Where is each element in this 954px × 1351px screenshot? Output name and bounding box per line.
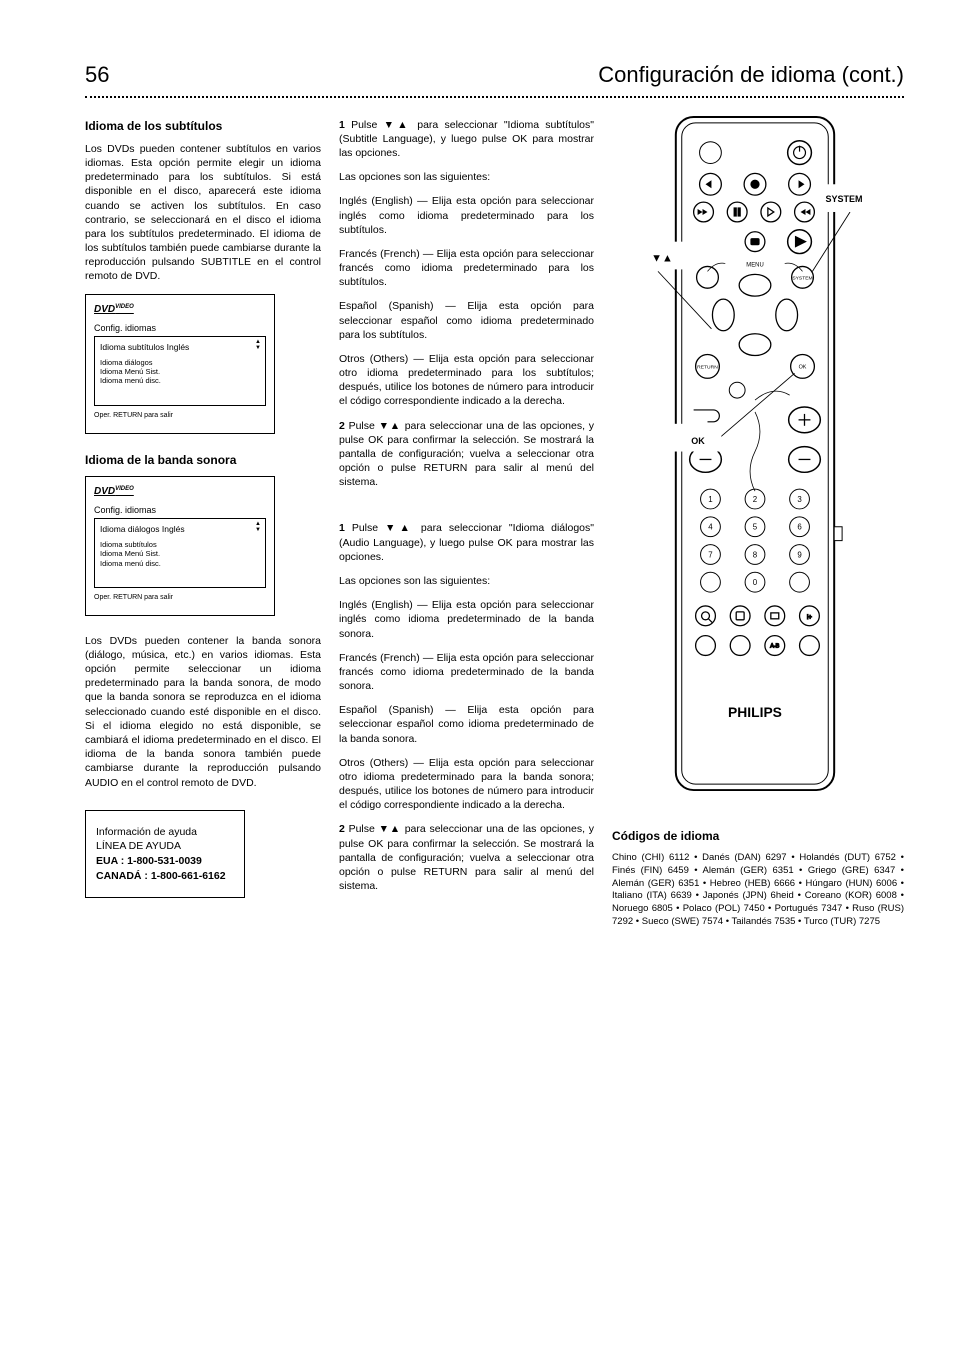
sub-step-1: 1 Pulse ▼▲ para seleccionar "Idioma subt… xyxy=(339,118,594,161)
aud-opts-intro: Las opciones son las siguientes: xyxy=(339,574,594,588)
mid-column: 1 Pulse ▼▲ para seleccionar "Idioma subt… xyxy=(339,118,594,939)
arrows-icon: ▼▲ xyxy=(384,119,411,131)
sub-opts-intro: Las opciones son las siguientes: xyxy=(339,170,594,184)
osd-selected-row-2: Idioma diálogos Inglés xyxy=(100,524,260,535)
svg-text:1: 1 xyxy=(708,495,713,504)
lang-codes-body: Chino (CHI) 6112 • Danés (DAN) 6297 • Ho… xyxy=(612,852,904,929)
osd-footer: Oper. RETURN para salir xyxy=(94,411,266,420)
osd-inner: ▲▼ Idioma subtítulos Inglés Idioma diálo… xyxy=(94,336,266,406)
svg-text:4: 4 xyxy=(708,522,713,531)
aud-opt-en: Inglés (English) — Elija esta opción par… xyxy=(339,598,594,641)
svg-text:6: 6 xyxy=(797,522,802,531)
left-column: Idioma de los subtítulos Los DVDs pueden… xyxy=(85,118,321,939)
osd-title: Config. idiomas xyxy=(94,322,266,334)
osd-dvd-logo: DVDVIDEO xyxy=(94,303,266,317)
help-canada: CANADÁ : 1-800-661-6162 xyxy=(96,869,234,884)
svg-text:8: 8 xyxy=(753,550,758,559)
svg-text:0: 0 xyxy=(753,578,758,587)
page-title: Configuración de idioma (cont.) xyxy=(598,60,904,90)
help-box: Información de ayuda LÍNEA DE AYUDA EUA … xyxy=(85,810,245,899)
remote-svg: MENU SYSTEM xyxy=(656,113,854,796)
lang-codes-heading: Códigos de idioma xyxy=(612,828,904,844)
svg-text:i+: i+ xyxy=(807,615,812,621)
svg-text:MENU: MENU xyxy=(746,262,763,268)
svg-text:3: 3 xyxy=(797,495,802,504)
osd-arrows-icon: ▲▼ xyxy=(253,339,263,351)
arrows-icon-2: ▼▲ xyxy=(379,420,401,432)
help-usa: EUA : 1-800-531-0039 xyxy=(96,854,234,869)
arrows-icon-3: ▼▲ xyxy=(385,522,414,534)
help-line2: LÍNEA DE AYUDA xyxy=(96,839,234,854)
osd-title-2: Config. idiomas xyxy=(94,504,266,516)
right-column: MENU SYSTEM xyxy=(612,118,904,939)
svg-text:OK: OK xyxy=(799,364,807,370)
osd-dvd-logo-2: DVDVIDEO xyxy=(94,485,266,499)
aud-step-2: 2 Pulse ▼▲ para seleccionar una de las o… xyxy=(339,822,594,893)
subtitle-intro: Los DVDs pueden contener subtítulos en v… xyxy=(85,142,321,284)
svg-text:A-B: A-B xyxy=(770,643,779,649)
svg-text:7: 7 xyxy=(708,550,712,559)
sub-opt-es: Español (Spanish) — Elija esta opción pa… xyxy=(339,299,594,342)
svg-text:RETURN: RETURN xyxy=(697,364,718,370)
header-divider xyxy=(85,96,904,98)
section-heading-subtitle: Idioma de los subtítulos xyxy=(85,118,321,134)
osd-arrows-icon-2: ▲▼ xyxy=(253,521,263,533)
aud-step-1: 1 Pulse ▼▲ para seleccionar "Idioma diál… xyxy=(339,521,594,564)
onscreen-menu-audio: DVDVIDEO Config. idiomas ▲▼ Idioma diálo… xyxy=(85,476,275,616)
osd-selected-row: Idioma subtítulos Inglés xyxy=(100,342,260,353)
svg-text:2: 2 xyxy=(753,495,757,504)
aud-opt-fr: Francés (French) — Elija esta opción par… xyxy=(339,651,594,694)
aud-opt-ot: Otros (Others) — Elija esta opción para … xyxy=(339,756,594,813)
page-header: 56 Configuración de idioma (cont.) xyxy=(85,60,904,90)
svg-text:9: 9 xyxy=(797,550,802,559)
callout-arrows: ▼▲ xyxy=(651,251,673,266)
arrows-icon-4: ▼▲ xyxy=(379,823,401,835)
osd-rest: Idioma diálogos Idioma Menú Sist. Idioma… xyxy=(100,358,260,386)
remote-figure: MENU SYSTEM xyxy=(656,113,854,801)
svg-text:SYSTEM: SYSTEM xyxy=(792,275,812,281)
onscreen-menu-subtitle: DVDVIDEO Config. idiomas ▲▼ Idioma subtí… xyxy=(85,294,275,434)
sub-step-2: 2 Pulse ▼▲ para seleccionar una de las o… xyxy=(339,419,594,490)
svg-text:5: 5 xyxy=(753,522,758,531)
callout-ok: OK xyxy=(691,435,705,447)
help-line1: Información de ayuda xyxy=(96,825,234,840)
osd-inner-2: ▲▼ Idioma diálogos Inglés Idioma subtítu… xyxy=(94,518,266,588)
sub-opt-ot: Otros (Others) — Elija esta opción para … xyxy=(339,352,594,409)
osd-footer-2: Oper. RETURN para salir xyxy=(94,593,266,602)
section-heading-audio: Idioma de la banda sonora xyxy=(85,452,321,468)
callout-system: SYSTEM xyxy=(825,193,862,205)
aud-opt-es: Español (Spanish) — Elija esta opción pa… xyxy=(339,703,594,746)
svg-text:PHILIPS: PHILIPS xyxy=(728,703,782,719)
audio-intro: Los DVDs pueden contener la banda sonora… xyxy=(85,634,321,790)
osd-rest-2: Idioma subtítulos Idioma Menú Sist. Idio… xyxy=(100,540,260,568)
page-number: 56 xyxy=(85,60,109,90)
sub-opt-fr: Francés (French) — Elija esta opción par… xyxy=(339,247,594,290)
sub-opt-en: Inglés (English) — Elija esta opción par… xyxy=(339,194,594,237)
